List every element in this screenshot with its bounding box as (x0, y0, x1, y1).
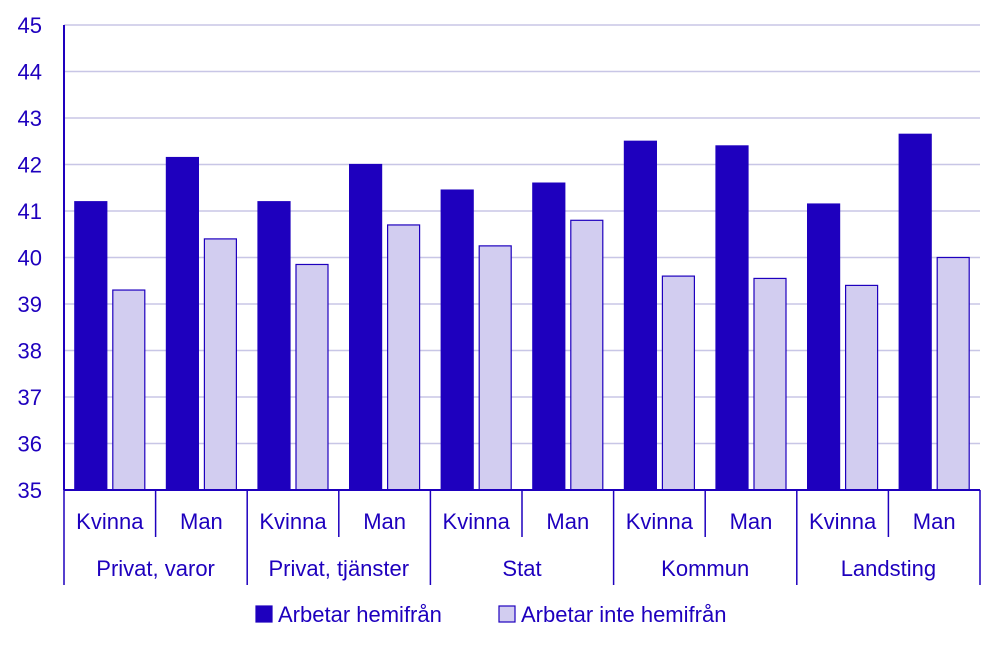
subcategory-label: Kvinna (443, 509, 511, 534)
subcategory-label: Kvinna (809, 509, 877, 534)
subcategory-label: Man (546, 509, 589, 534)
y-tick-label: 43 (18, 106, 42, 131)
bar-arbetar-inte-hemifran (295, 263, 329, 491)
group-label: Landsting (841, 556, 936, 581)
bar-arbetar-hemifran (623, 140, 658, 491)
bar-arbetar-hemifran (715, 145, 749, 491)
y-tick-label: 44 (18, 60, 42, 85)
y-tick-label: 36 (18, 432, 42, 457)
bar-arbetar-hemifran (806, 203, 841, 491)
y-tick-label: 39 (18, 292, 42, 317)
legend-swatch (255, 605, 273, 623)
legend: Arbetar hemifrån Arbetar inte hemifrån (255, 602, 726, 627)
bar-arbetar-hemifran (165, 156, 199, 491)
y-tick-label: 42 (18, 153, 42, 178)
y-tick-label: 41 (18, 199, 42, 224)
bars (74, 133, 970, 491)
y-tick-label: 45 (18, 13, 42, 38)
y-tick-label: 38 (18, 339, 42, 364)
subcategory-label: Kvinna (76, 509, 144, 534)
bar-arbetar-inte-hemifran (661, 275, 696, 491)
bar-arbetar-inte-hemifran (844, 284, 879, 491)
legend-swatch (498, 605, 516, 623)
bar-arbetar-inte-hemifran (387, 224, 421, 491)
y-axis-ticks: 35 36 37 38 39 40 41 42 43 44 45 (18, 13, 42, 503)
bar-arbetar-hemifran (898, 133, 932, 491)
subcategory-label: Man (180, 509, 223, 534)
group-label: Privat, tjänster (268, 556, 409, 581)
bar-arbetar-hemifran (532, 182, 566, 491)
subcategory-label: Kvinna (626, 509, 694, 534)
bar-arbetar-inte-hemifran (753, 277, 787, 491)
bar-arbetar-hemifran (257, 201, 291, 491)
bar-arbetar-hemifran (440, 189, 474, 491)
bar-arbetar-hemifran (74, 201, 108, 491)
gridlines (64, 24, 980, 491)
legend-label: Arbetar inte hemifrån (521, 602, 726, 627)
bar-arbetar-inte-hemifran (570, 219, 604, 491)
bar-arbetar-inte-hemifran (112, 289, 146, 491)
group-label: Kommun (661, 556, 749, 581)
legend-item-arbetar-inte-hemifran: Arbetar inte hemifrån (498, 602, 726, 627)
subcategory-label: Kvinna (259, 509, 327, 534)
y-tick-label: 35 (18, 478, 42, 503)
bar-arbetar-inte-hemifran (478, 245, 512, 491)
legend-label: Arbetar hemifrån (278, 602, 442, 627)
y-tick-label: 37 (18, 385, 42, 410)
bar-arbetar-inte-hemifran (936, 256, 970, 491)
subcategory-label: Man (730, 509, 773, 534)
legend-item-arbetar-hemifran: Arbetar hemifrån (255, 602, 442, 627)
y-tick-label: 40 (18, 246, 42, 271)
subcategory-label: Man (363, 509, 406, 534)
bar-arbetar-hemifran (349, 163, 383, 491)
bar-arbetar-inte-hemifran (203, 238, 237, 491)
subcategory-label: Man (913, 509, 956, 534)
group-label: Stat (502, 556, 541, 581)
group-label: Privat, varor (96, 556, 215, 581)
axes (63, 25, 981, 585)
x-axis-labels: Kvinna Man Kvinna Man Kvinna Man Kvinna Man Kvin… (76, 509, 955, 581)
